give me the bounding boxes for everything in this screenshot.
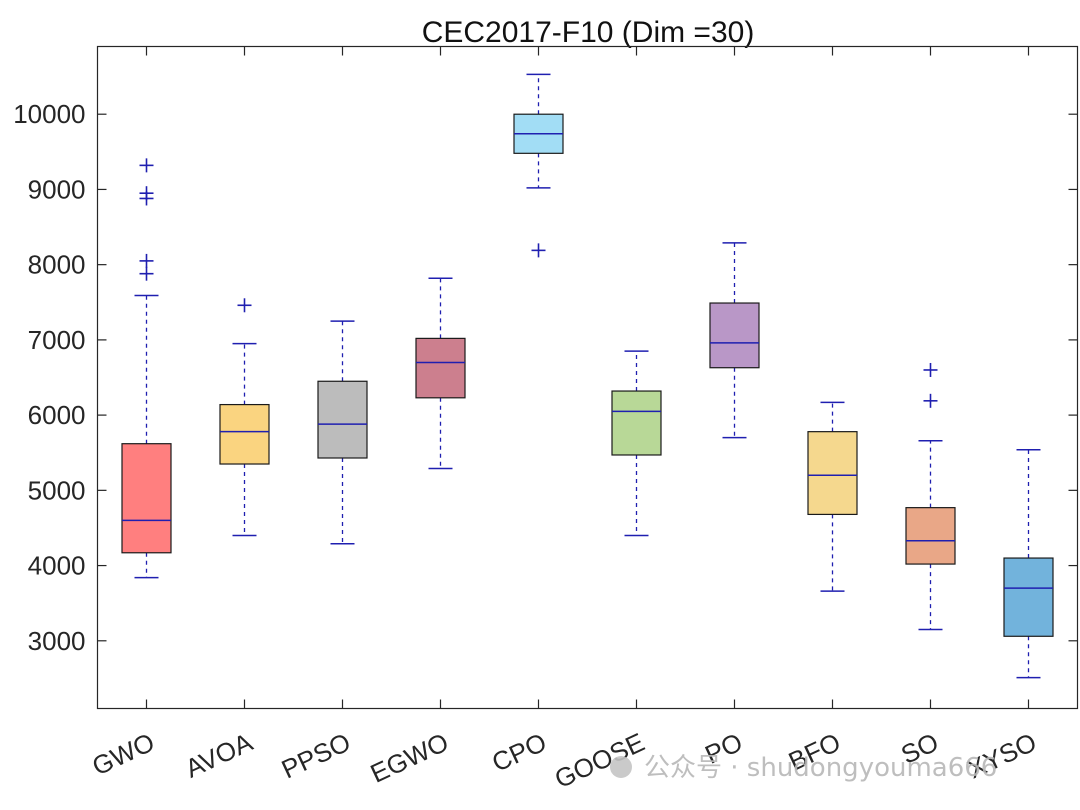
box-egwo <box>415 277 466 470</box>
box-body <box>807 431 858 516</box>
watermark: 公众号 · shudongyouma666 <box>610 753 997 783</box>
box-body <box>709 302 760 369</box>
box-body <box>121 443 172 554</box>
box-bfo <box>807 401 858 592</box>
outlier-marker <box>139 186 154 201</box>
box-ppso <box>317 320 368 545</box>
outlier-marker <box>139 158 154 173</box>
wechat-icon <box>610 756 632 778</box>
box-so <box>905 362 956 631</box>
y-axis: 3000 4000 5000 6000 7000 8000 9000 10000 <box>13 99 1078 656</box>
y-tick-label: 8000 <box>28 250 86 280</box>
box-avoa <box>219 298 270 537</box>
y-tick-label: 4000 <box>28 551 86 581</box>
y-tick-label: 10000 <box>13 99 85 129</box>
outlier-marker <box>923 362 938 377</box>
y-tick-label: 6000 <box>28 400 86 430</box>
box-body <box>905 507 956 565</box>
box-xyso <box>1003 448 1054 679</box>
y-tick-label: 7000 <box>28 325 86 355</box>
box-po <box>709 242 760 439</box>
outlier-marker <box>139 253 154 268</box>
outlier-marker <box>531 243 546 258</box>
box-body <box>611 390 662 456</box>
y-tick-label: 3000 <box>28 626 86 656</box>
y-tick-label: 5000 <box>28 475 86 505</box>
plot-frame <box>96 45 1079 710</box>
box-body <box>1003 557 1054 637</box>
box-goose <box>611 350 662 537</box>
outlier-marker <box>139 266 154 281</box>
box-body <box>415 337 466 399</box>
outlier-marker <box>237 298 252 313</box>
outlier-marker <box>923 393 938 408</box>
watermark-text: 公众号 · shudongyouma666 <box>644 753 997 783</box>
box-gwo <box>121 158 172 579</box>
box-body <box>219 403 270 465</box>
y-tick-label: 9000 <box>28 174 86 204</box>
chart-title: CEC2017-F10 (Dim =30) <box>422 16 755 49</box>
box-cpo <box>513 73 564 258</box>
box-series <box>121 73 1054 679</box>
box-body <box>317 380 368 459</box>
